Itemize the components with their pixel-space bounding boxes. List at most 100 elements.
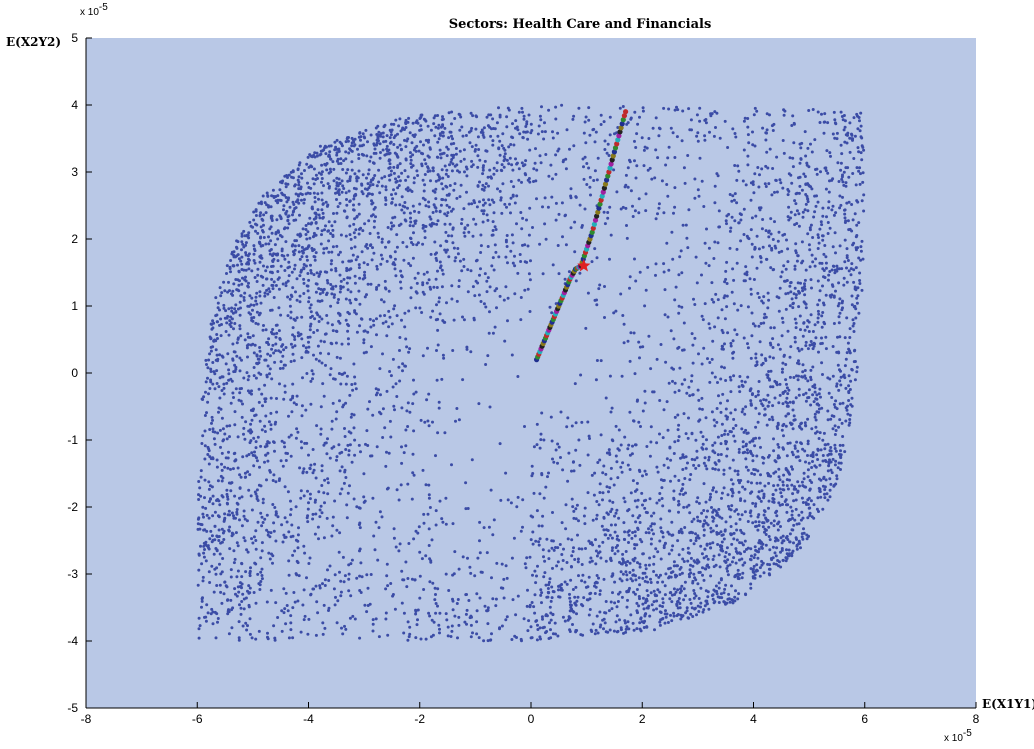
scatter-point <box>259 444 263 448</box>
scatter-point <box>423 183 427 187</box>
scatter-point <box>800 535 804 539</box>
scatter-point <box>726 569 729 573</box>
scatter-point <box>257 361 261 365</box>
scatter-point <box>500 624 504 628</box>
scatter-point <box>459 159 463 163</box>
scatter-point <box>591 128 595 132</box>
scatter-point <box>295 277 299 281</box>
scatter-point <box>691 361 695 365</box>
scatter-point <box>742 279 746 283</box>
scatter-point <box>406 186 410 190</box>
scatter-point <box>713 184 717 188</box>
scatter-point <box>383 175 387 179</box>
scatter-point <box>858 119 861 123</box>
scatter-point <box>339 279 343 283</box>
scatter-point <box>677 435 681 439</box>
scatter-point <box>815 167 819 171</box>
scatter-point <box>263 424 267 428</box>
scatter-point <box>628 359 632 363</box>
scatter-point <box>848 421 852 425</box>
scatter-point <box>828 270 832 273</box>
scatter-point <box>758 539 762 542</box>
scatter-point <box>684 432 688 436</box>
scatter-point <box>427 544 431 547</box>
scatter-point <box>306 289 310 293</box>
scatter-point <box>329 232 333 235</box>
scatter-point <box>575 612 578 616</box>
scatter-point <box>702 578 706 582</box>
scatter-point <box>661 580 665 584</box>
scatter-point <box>354 387 358 391</box>
scatter-point <box>363 222 367 226</box>
scatter-point <box>733 192 737 196</box>
scatter-point <box>658 539 662 543</box>
scatter-point <box>398 179 402 183</box>
scatter-point <box>426 346 429 350</box>
scatter-point <box>602 627 605 631</box>
scatter-point <box>207 500 211 504</box>
scatter-point <box>404 337 408 341</box>
scatter-point <box>262 264 265 268</box>
scatter-point <box>347 563 351 567</box>
scatter-point <box>320 484 324 487</box>
scatter-point <box>705 543 709 547</box>
scatter-point <box>671 379 674 383</box>
scatter-point <box>290 410 294 414</box>
scatter-point <box>486 218 490 222</box>
scatter-point <box>371 213 375 217</box>
scatter-point <box>656 212 659 216</box>
scatter-point <box>322 247 326 251</box>
scatter-point <box>697 610 701 613</box>
scatter-point <box>202 515 205 519</box>
scatter-point <box>695 456 699 460</box>
scatter-point <box>359 561 363 565</box>
scatter-point <box>479 251 483 254</box>
scatter-point <box>773 190 776 194</box>
scatter-point <box>774 178 778 182</box>
scatter-point <box>850 294 854 298</box>
scatter-point <box>602 617 606 621</box>
scatter-point <box>482 135 486 139</box>
scatter-point <box>850 203 854 206</box>
scatter-point <box>313 200 317 204</box>
scatter-point <box>717 601 721 604</box>
scatter-point <box>244 275 247 279</box>
scatter-point <box>583 155 587 159</box>
scatter-point <box>679 617 683 621</box>
scatter-point <box>737 385 741 389</box>
scatter-point <box>848 327 852 331</box>
scatter-point <box>835 131 839 135</box>
scatter-point <box>267 287 271 291</box>
scatter-point <box>436 219 440 223</box>
scatter-point <box>228 435 231 439</box>
scatter-point <box>852 330 856 333</box>
scatter-point <box>261 283 265 287</box>
scatter-point <box>388 162 392 166</box>
scatter-point <box>652 570 656 573</box>
scatter-point <box>800 375 804 379</box>
scatter-point <box>791 492 795 496</box>
scatter-point <box>231 264 235 268</box>
scatter-point <box>643 614 647 618</box>
scatter-point <box>209 529 213 533</box>
scatter-point <box>529 259 532 263</box>
scatter-point <box>819 395 822 399</box>
scatter-point <box>240 495 244 499</box>
scatter-point <box>307 345 311 349</box>
scatter-point <box>381 352 384 356</box>
scatter-point <box>387 451 391 455</box>
scatter-point <box>623 538 627 541</box>
scatter-point <box>812 516 816 520</box>
scatter-point <box>759 260 763 264</box>
scatter-point <box>821 238 825 242</box>
scatter-point <box>676 588 680 592</box>
scatter-point <box>642 621 646 625</box>
scatter-point <box>644 192 648 196</box>
scatter-point <box>734 589 737 593</box>
scatter-point <box>319 339 323 343</box>
scatter-point <box>723 529 727 533</box>
scatter-point <box>624 563 628 567</box>
scatter-point <box>621 552 625 556</box>
scatter-point <box>819 495 823 499</box>
scatter-point <box>633 547 637 550</box>
